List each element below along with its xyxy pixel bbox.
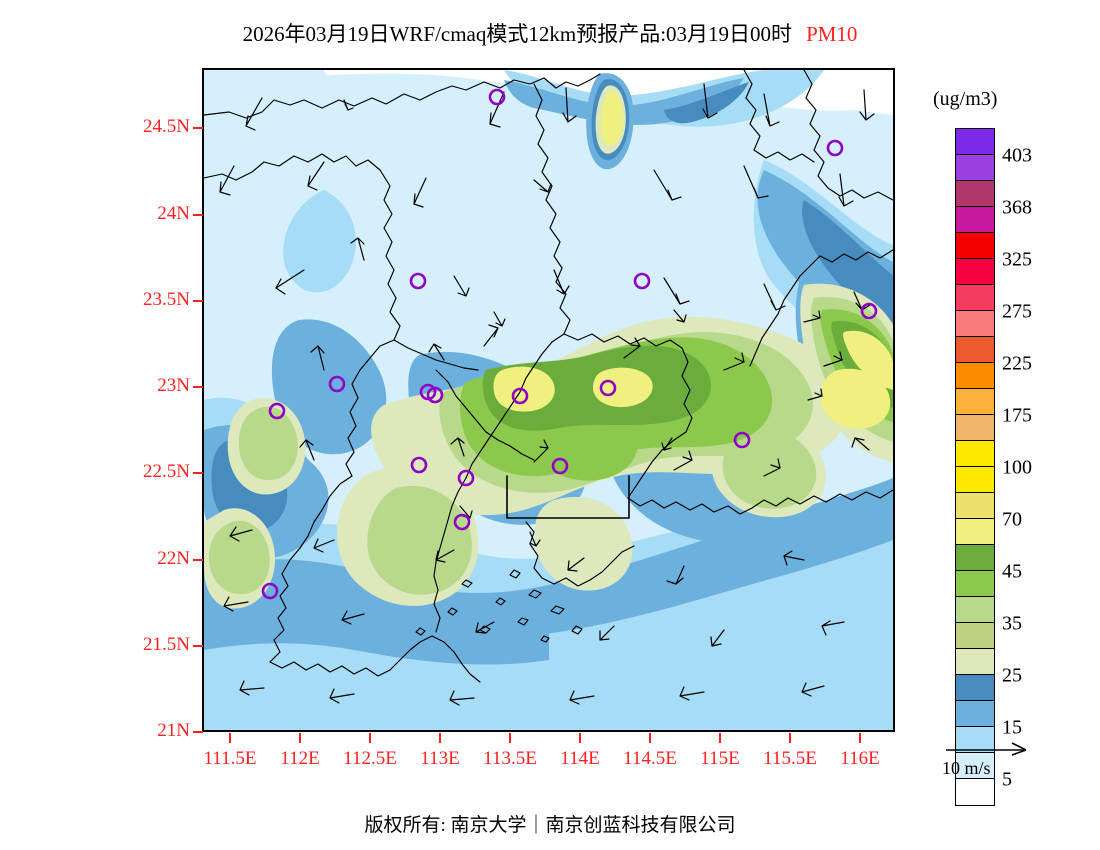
lat-tick [193, 213, 203, 216]
wind-scale-label: 10 m/s [942, 758, 991, 778]
lat-label: 22.5N [143, 461, 190, 483]
lon-tick [439, 733, 441, 743]
colorbar-tick-label: 368 [1002, 196, 1032, 218]
lon-label: 112E [280, 748, 320, 769]
colorbar-tick-label: 175 [1002, 404, 1032, 426]
lat-tick [193, 731, 203, 733]
colorbar-band[interactable] [956, 753, 994, 779]
colorbar-band[interactable] [956, 675, 994, 701]
lon-tick [579, 733, 581, 743]
lon-label: 113E [420, 748, 460, 769]
colorbar[interactable] [955, 128, 995, 806]
lat-label: 23.5N [143, 288, 190, 310]
colorbar-band[interactable] [956, 259, 994, 285]
colorbar-band[interactable] [956, 597, 994, 623]
lat-label: 24.5N [143, 116, 190, 138]
lat-label: 22N [157, 547, 190, 569]
colorbar-band[interactable] [956, 415, 994, 441]
colorbar-band[interactable] [956, 571, 994, 597]
lon-tick [229, 733, 231, 743]
lat-label: 21N [157, 720, 190, 741]
colorbar-band[interactable] [956, 337, 994, 363]
colorbar-tick-label: 45 [1002, 560, 1022, 582]
lat-tick [193, 386, 203, 389]
colorbar-band[interactable] [956, 285, 994, 311]
colorbar-band[interactable] [956, 701, 994, 727]
colorbar-band[interactable] [956, 389, 994, 415]
wind-scale-key: 10 m/s [940, 736, 1060, 778]
colorbar-tick-label: 15 [1002, 716, 1022, 738]
colorbar-tick-label: 225 [1002, 352, 1032, 374]
colorbar-band[interactable] [956, 493, 994, 519]
colorbar-band[interactable] [956, 727, 994, 753]
colorbar-band[interactable] [956, 311, 994, 337]
lon-label: 115E [700, 748, 740, 769]
colorbar-band[interactable] [956, 519, 994, 545]
colorbar-band[interactable] [956, 623, 994, 649]
page-title: 2026年03月19日WRF/cmaq模式12km预报产品:03月19日00时 P… [0, 18, 1100, 48]
lon-label: 114.5E [623, 748, 677, 769]
colorbar-band[interactable] [956, 233, 994, 259]
lat-tick [193, 644, 203, 647]
colorbar-tick-label: 275 [1002, 300, 1032, 322]
colorbar-band[interactable] [956, 545, 994, 571]
lat-tick [193, 127, 203, 130]
colorbar-band[interactable] [956, 779, 994, 805]
colorbar-band[interactable] [956, 467, 994, 493]
colorbar-tick-label: 100 [1002, 456, 1032, 478]
wind-arrow-icon [946, 742, 1027, 756]
lat-tick [193, 472, 203, 475]
colorbar-band[interactable] [956, 441, 994, 467]
colorbar-band[interactable] [956, 181, 994, 207]
lat-label: 23N [157, 375, 190, 397]
lon-label: 116E [840, 748, 880, 769]
pollutant-label: PM10 [806, 22, 858, 46]
colorbar-band[interactable] [956, 129, 994, 155]
lon-tick [369, 733, 371, 743]
lat-label: 24N [157, 202, 190, 224]
lon-label: 111.5E [203, 748, 257, 769]
lon-label: 115.5E [763, 748, 817, 769]
colorbar-tick-label: 70 [1002, 508, 1022, 530]
colorbar-tick-label: 5 [1002, 768, 1012, 790]
lon-label: 114E [560, 748, 600, 769]
forecast-map[interactable] [202, 68, 895, 732]
colorbar-tick-label: 325 [1002, 248, 1032, 270]
colorbar-band[interactable] [956, 207, 994, 233]
lon-label: 112.5E [343, 748, 397, 769]
lat-tick [193, 299, 203, 302]
lon-tick [649, 733, 651, 743]
lon-tick [509, 733, 511, 743]
colorbar-band[interactable] [956, 155, 994, 181]
colorbar-band[interactable] [956, 649, 994, 675]
lon-tick [789, 733, 791, 743]
lon-tick [859, 733, 861, 743]
lon-tick [719, 733, 721, 743]
title-text: 2026年03月19日WRF/cmaq模式12km预报产品:03月19日00时 [242, 22, 793, 46]
map-canvas [204, 70, 893, 730]
copyright-footer: 版权所有: 南京大学｜南京创蓝科技有限公司 [364, 815, 736, 836]
lon-label: 113.5E [483, 748, 537, 769]
colorbar-tick-label: 403 [1002, 144, 1032, 166]
colorbar-tick-label: 35 [1002, 612, 1022, 634]
lat-tick [193, 558, 203, 561]
colorbar-unit: (ug/m3) [933, 88, 998, 110]
colorbar-tick-label: 25 [1002, 664, 1022, 686]
colorbar-band[interactable] [956, 363, 994, 389]
lat-label: 21.5N [143, 633, 190, 655]
lon-tick [299, 733, 301, 743]
